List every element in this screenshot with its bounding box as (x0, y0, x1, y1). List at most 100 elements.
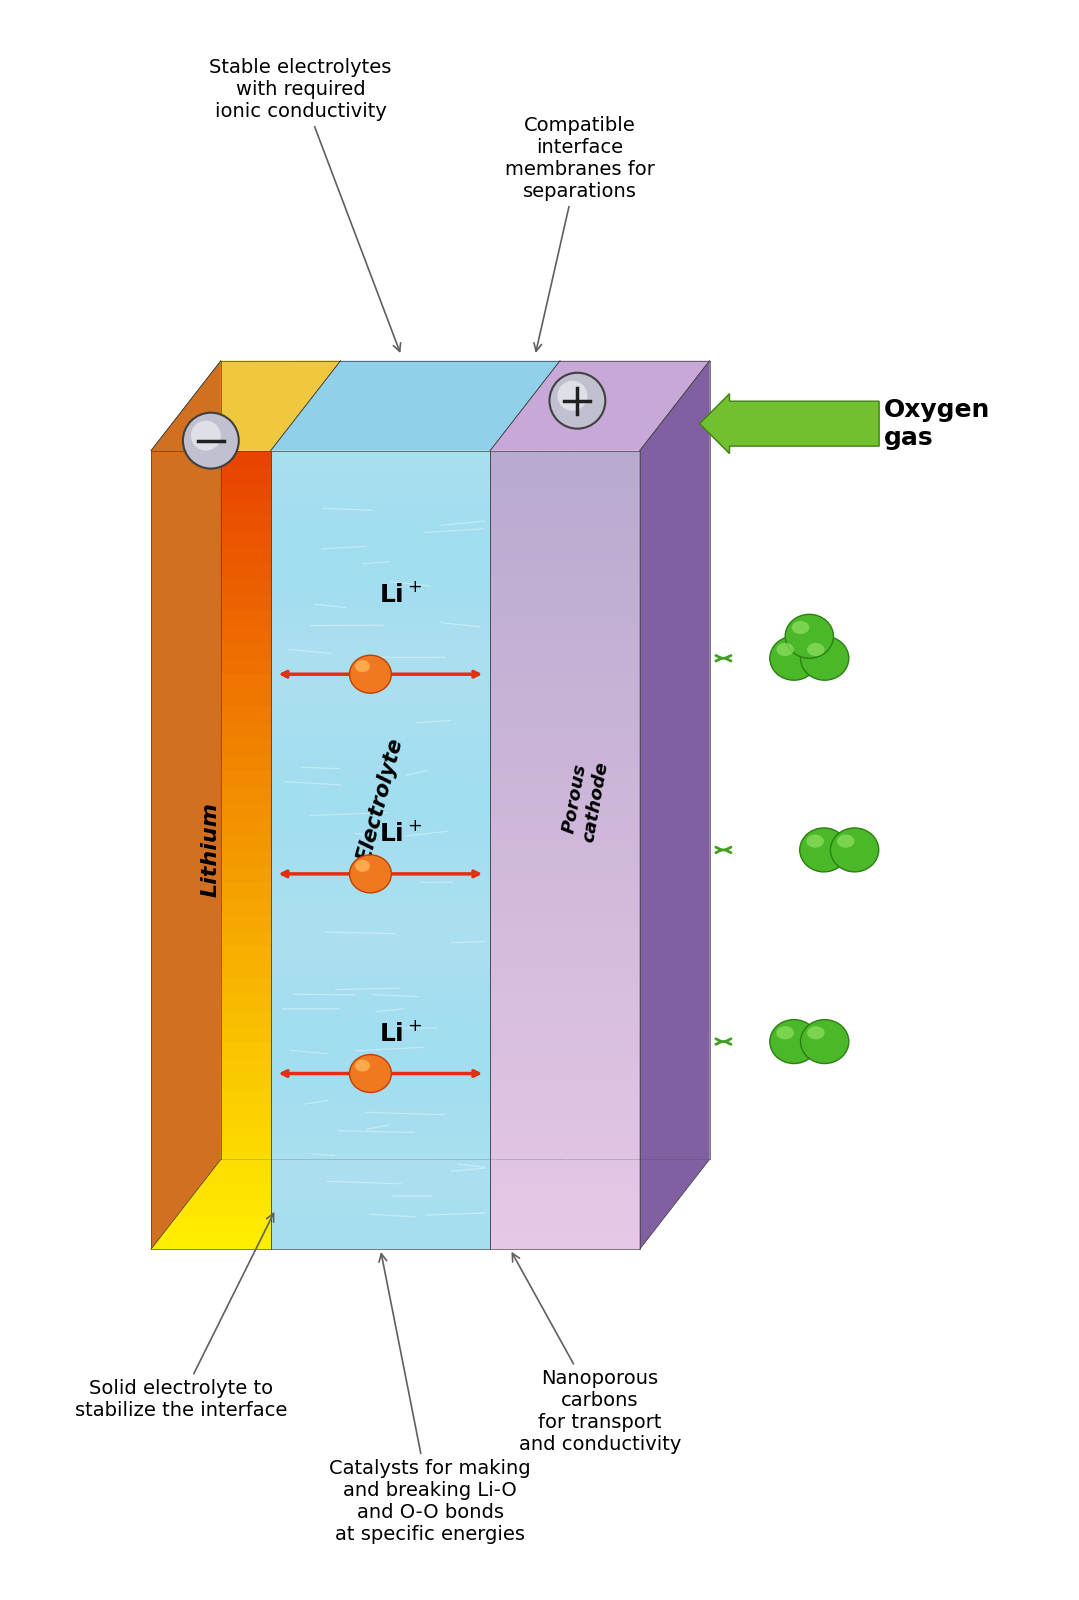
Polygon shape (271, 866, 490, 882)
Polygon shape (640, 520, 710, 626)
Polygon shape (490, 467, 640, 483)
Polygon shape (640, 552, 710, 658)
Polygon shape (151, 792, 221, 898)
Polygon shape (177, 360, 249, 451)
Text: Li$^+$: Li$^+$ (379, 1021, 422, 1046)
Polygon shape (490, 914, 640, 930)
Ellipse shape (831, 827, 878, 872)
Polygon shape (319, 360, 393, 451)
Polygon shape (151, 760, 221, 866)
Polygon shape (640, 1032, 710, 1138)
Polygon shape (490, 946, 640, 962)
Polygon shape (559, 360, 632, 451)
Polygon shape (151, 648, 221, 754)
Polygon shape (490, 1202, 640, 1218)
Polygon shape (541, 360, 614, 451)
Polygon shape (640, 1144, 710, 1250)
Polygon shape (271, 360, 345, 451)
Polygon shape (468, 360, 543, 451)
Polygon shape (151, 680, 221, 786)
Polygon shape (402, 360, 477, 451)
Polygon shape (170, 360, 243, 451)
Polygon shape (151, 930, 271, 946)
Polygon shape (571, 360, 644, 451)
Polygon shape (151, 408, 221, 515)
Polygon shape (151, 834, 271, 850)
Polygon shape (490, 499, 640, 515)
Polygon shape (490, 547, 640, 563)
Polygon shape (151, 1026, 271, 1042)
Polygon shape (490, 786, 640, 802)
Text: Oxygen
gas: Oxygen gas (884, 398, 991, 450)
Polygon shape (271, 882, 490, 898)
Polygon shape (151, 499, 271, 515)
Polygon shape (640, 1016, 710, 1122)
Polygon shape (500, 360, 572, 451)
Polygon shape (640, 1048, 710, 1154)
Text: Stable electrolytes
with required
ionic conductivity: Stable electrolytes with required ionic … (209, 58, 400, 352)
Polygon shape (315, 360, 388, 451)
Polygon shape (161, 360, 233, 451)
Polygon shape (490, 994, 640, 1010)
Polygon shape (151, 424, 221, 531)
Polygon shape (442, 360, 516, 451)
Polygon shape (640, 1000, 710, 1106)
Polygon shape (151, 552, 221, 658)
Polygon shape (271, 499, 490, 515)
Polygon shape (332, 360, 407, 451)
Polygon shape (538, 360, 611, 451)
Circle shape (183, 413, 238, 469)
Polygon shape (151, 658, 271, 674)
Polygon shape (477, 360, 551, 451)
Polygon shape (640, 904, 710, 1010)
Polygon shape (271, 1058, 490, 1074)
Polygon shape (151, 1186, 271, 1202)
Ellipse shape (355, 859, 370, 872)
Polygon shape (640, 680, 710, 786)
Polygon shape (151, 1058, 271, 1074)
Polygon shape (394, 360, 468, 451)
Polygon shape (297, 360, 371, 451)
Polygon shape (398, 360, 473, 451)
Polygon shape (151, 664, 221, 770)
Polygon shape (228, 360, 300, 451)
Polygon shape (473, 360, 547, 451)
Polygon shape (496, 360, 569, 451)
Polygon shape (520, 360, 592, 451)
Polygon shape (151, 515, 271, 531)
Polygon shape (640, 1096, 710, 1202)
Polygon shape (151, 712, 221, 818)
Polygon shape (151, 360, 221, 1250)
Polygon shape (640, 1064, 710, 1170)
Polygon shape (151, 376, 221, 483)
Polygon shape (271, 451, 490, 467)
Polygon shape (151, 920, 221, 1026)
Polygon shape (595, 360, 668, 451)
Polygon shape (271, 547, 490, 563)
Polygon shape (601, 360, 673, 451)
Polygon shape (490, 360, 710, 451)
Polygon shape (490, 674, 640, 690)
Polygon shape (151, 722, 271, 738)
Polygon shape (490, 978, 640, 994)
Polygon shape (244, 360, 316, 451)
Polygon shape (640, 360, 710, 1250)
Polygon shape (622, 360, 695, 451)
Polygon shape (271, 1074, 490, 1090)
Polygon shape (640, 696, 710, 802)
Polygon shape (640, 888, 710, 994)
Circle shape (191, 421, 221, 451)
Ellipse shape (769, 1019, 818, 1064)
Polygon shape (568, 360, 641, 451)
Polygon shape (251, 360, 324, 451)
Text: Porous
cathode: Porous cathode (559, 757, 611, 843)
Polygon shape (640, 1112, 710, 1218)
Polygon shape (182, 360, 255, 451)
Polygon shape (271, 914, 490, 930)
Polygon shape (271, 1090, 490, 1106)
Polygon shape (151, 1016, 221, 1122)
Polygon shape (490, 1186, 640, 1202)
Polygon shape (151, 360, 223, 451)
Polygon shape (358, 360, 433, 451)
Polygon shape (271, 360, 560, 451)
